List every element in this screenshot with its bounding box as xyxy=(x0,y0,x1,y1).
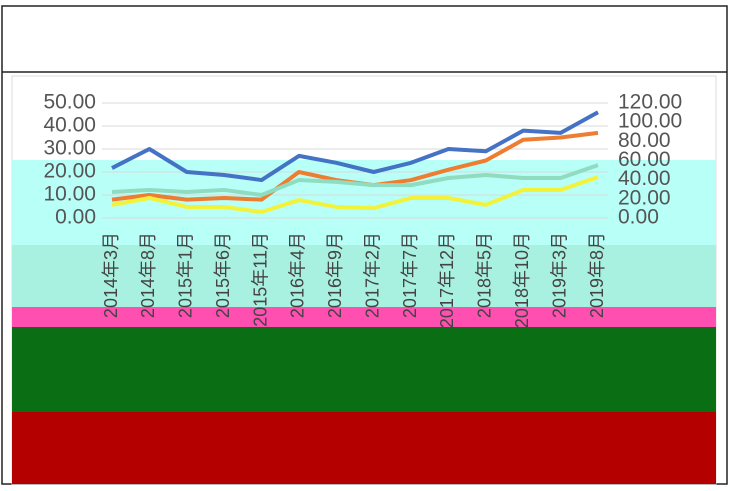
x-tick-label: 2014年8月 xyxy=(138,232,158,318)
y-tick-label: 30.00 xyxy=(43,137,96,160)
y-tick-label: 20.00 xyxy=(43,160,96,183)
x-tick-label: 2017年7月 xyxy=(400,232,420,318)
x-tick-label: 2016年9月 xyxy=(325,232,345,318)
x-tick-label: 2016年4月 xyxy=(288,232,308,318)
screen: 0.0010.0020.0030.0040.0050.000.0020.0040… xyxy=(0,0,731,486)
x-tick-label: 2017年12月 xyxy=(437,232,457,328)
y2-tick-label: 120.00 xyxy=(618,91,682,114)
x-tick-label: 2017年2月 xyxy=(362,232,382,318)
x-tick-label: 2018年10月 xyxy=(512,232,532,328)
y-tick-label: 0.00 xyxy=(55,206,96,229)
glitch-band xyxy=(12,327,716,412)
x-tick-label: 2015年1月 xyxy=(176,232,196,318)
x-tick-label: 2014年3月 xyxy=(101,232,121,318)
y-tick-label: 10.00 xyxy=(43,183,96,206)
y-tick-label: 50.00 xyxy=(43,91,96,114)
glitch-band xyxy=(12,412,716,484)
x-tick-label: 2019年8月 xyxy=(587,232,607,318)
x-tick-label: 2019年3月 xyxy=(549,232,569,318)
x-tick-label: 2015年11月 xyxy=(250,232,270,327)
x-tick-label: 2018年5月 xyxy=(475,232,495,318)
y-tick-label: 40.00 xyxy=(43,114,96,137)
x-tick-label: 2015年6月 xyxy=(213,232,233,318)
